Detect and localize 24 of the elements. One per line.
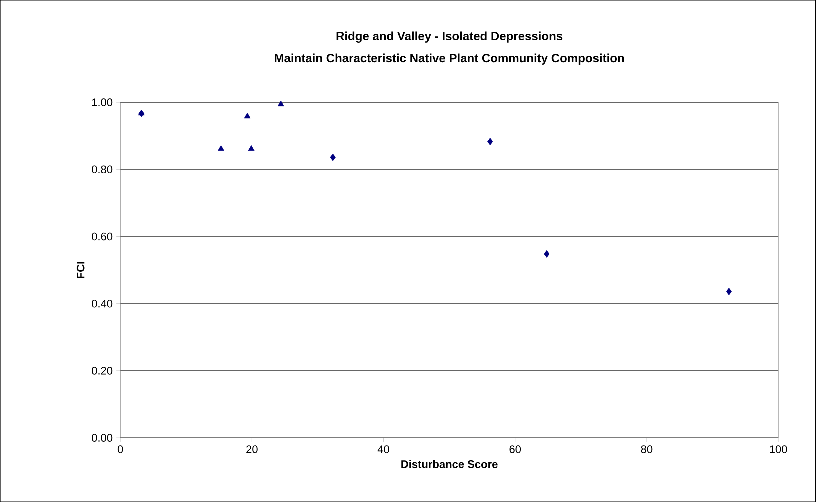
point xyxy=(726,288,732,296)
y-tick-label: 0.40 xyxy=(92,300,113,308)
y-tick-label: 0.00 xyxy=(92,434,113,442)
x-tick-label: 80 xyxy=(641,446,653,454)
point xyxy=(218,146,224,152)
x-tick-label: 40 xyxy=(378,446,390,454)
x-axis-title: Disturbance Score xyxy=(402,460,498,469)
point xyxy=(330,154,336,162)
x-tick-label: 60 xyxy=(510,446,522,454)
y-tick-label: 0.80 xyxy=(92,166,113,174)
x-tick-label: 100 xyxy=(770,446,788,454)
y-axis-title: FCI xyxy=(76,262,85,279)
x-tick-label: 0 xyxy=(118,446,124,454)
chart-subtitle: Maintain Characteristic Native Plant Community Composition xyxy=(275,54,624,66)
y-tick-label: 1.00 xyxy=(92,98,113,107)
point xyxy=(248,146,255,152)
y-tick-label: 0.60 xyxy=(92,233,113,241)
point xyxy=(244,113,251,119)
point xyxy=(278,101,284,107)
y-tick-label: 0.20 xyxy=(92,367,113,376)
x-tick-label: 20 xyxy=(246,446,258,454)
chart-title: Ridge and Valley - Isolated Depressions xyxy=(336,32,563,44)
point xyxy=(488,138,494,146)
point xyxy=(544,250,550,258)
